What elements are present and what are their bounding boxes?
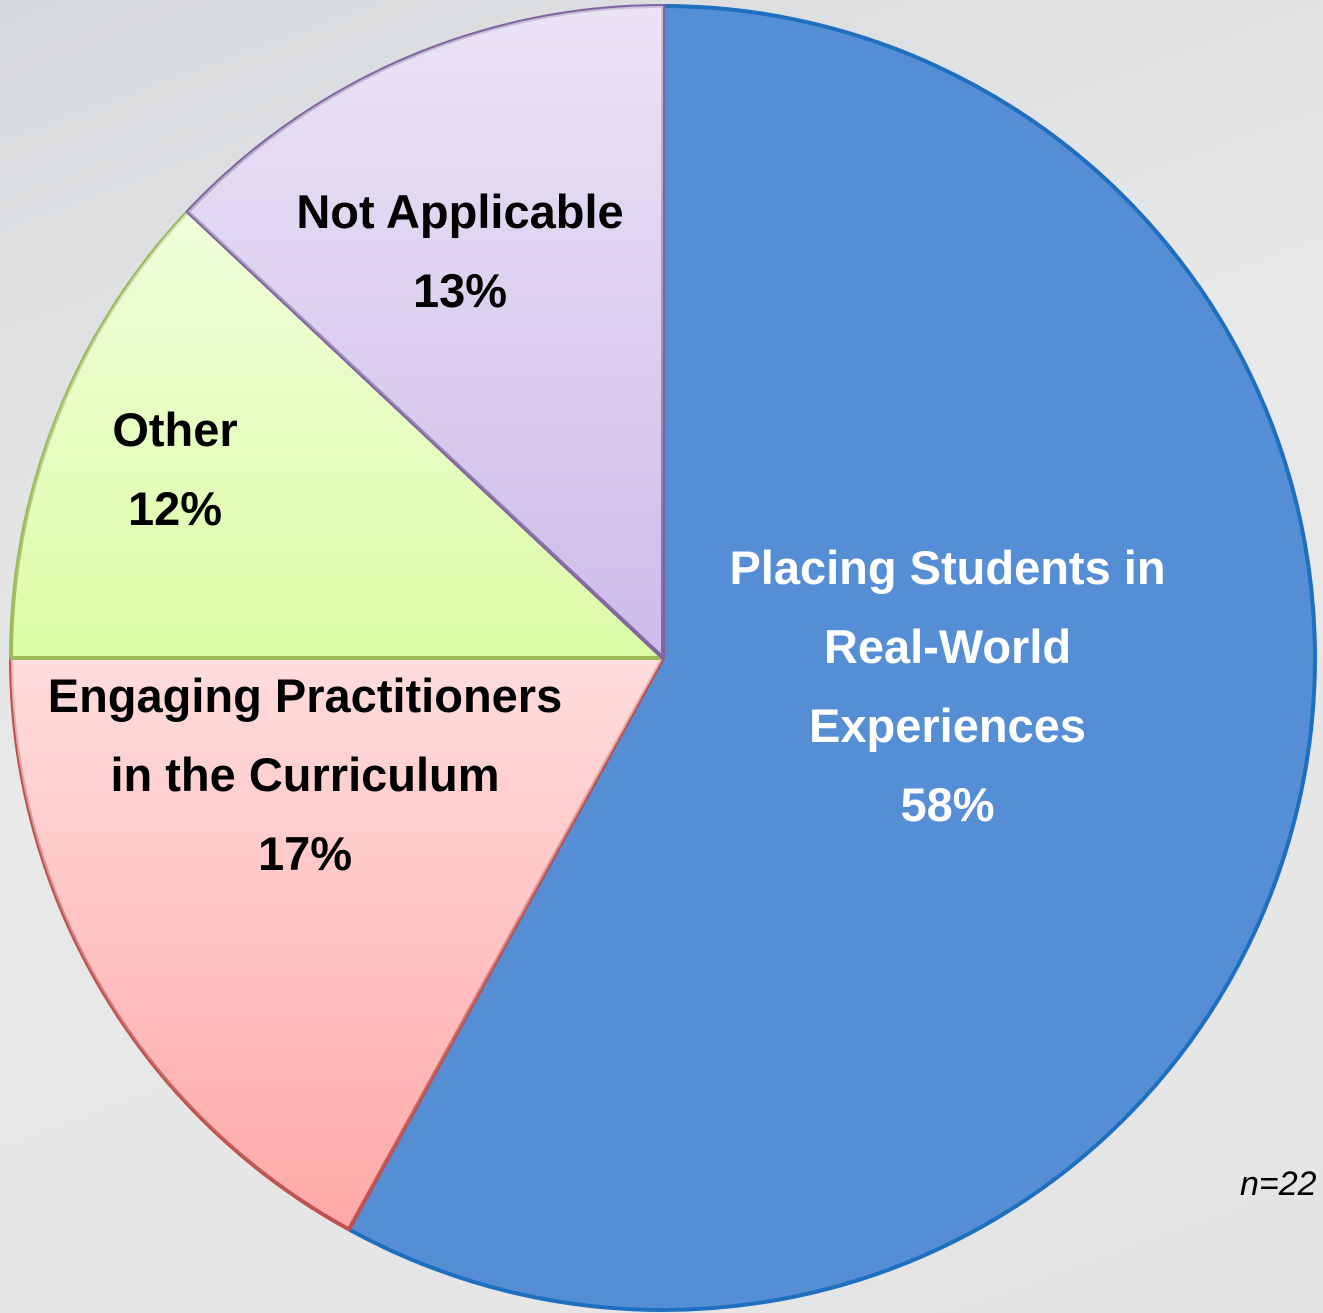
slice-label: Other 12%: [60, 390, 290, 548]
slice-label: Not Applicable 13%: [250, 172, 670, 330]
value-label: 17%: [257, 827, 353, 880]
slice-shine: [10, 658, 663, 1230]
category-label: Placing Students in Real-World Experienc…: [729, 541, 1166, 752]
category-label: Engaging Practitioners in the Curriculum: [47, 669, 563, 801]
value-label: 13%: [412, 264, 508, 317]
annotation: n=22: [1240, 1165, 1317, 1203]
slice-shine: [187, 6, 663, 658]
value-label: 58%: [900, 778, 995, 831]
category-label: Not Applicable: [296, 185, 624, 238]
value-label: 12%: [127, 482, 223, 535]
slice-label: Engaging Practitioners in the Curriculum…: [30, 656, 580, 893]
category-label: Other: [112, 403, 238, 456]
slice-label: Placing Students in Real-World Experienc…: [700, 528, 1195, 844]
slice-shine: [11, 211, 663, 658]
pie-slice: [346, 4, 1317, 1312]
